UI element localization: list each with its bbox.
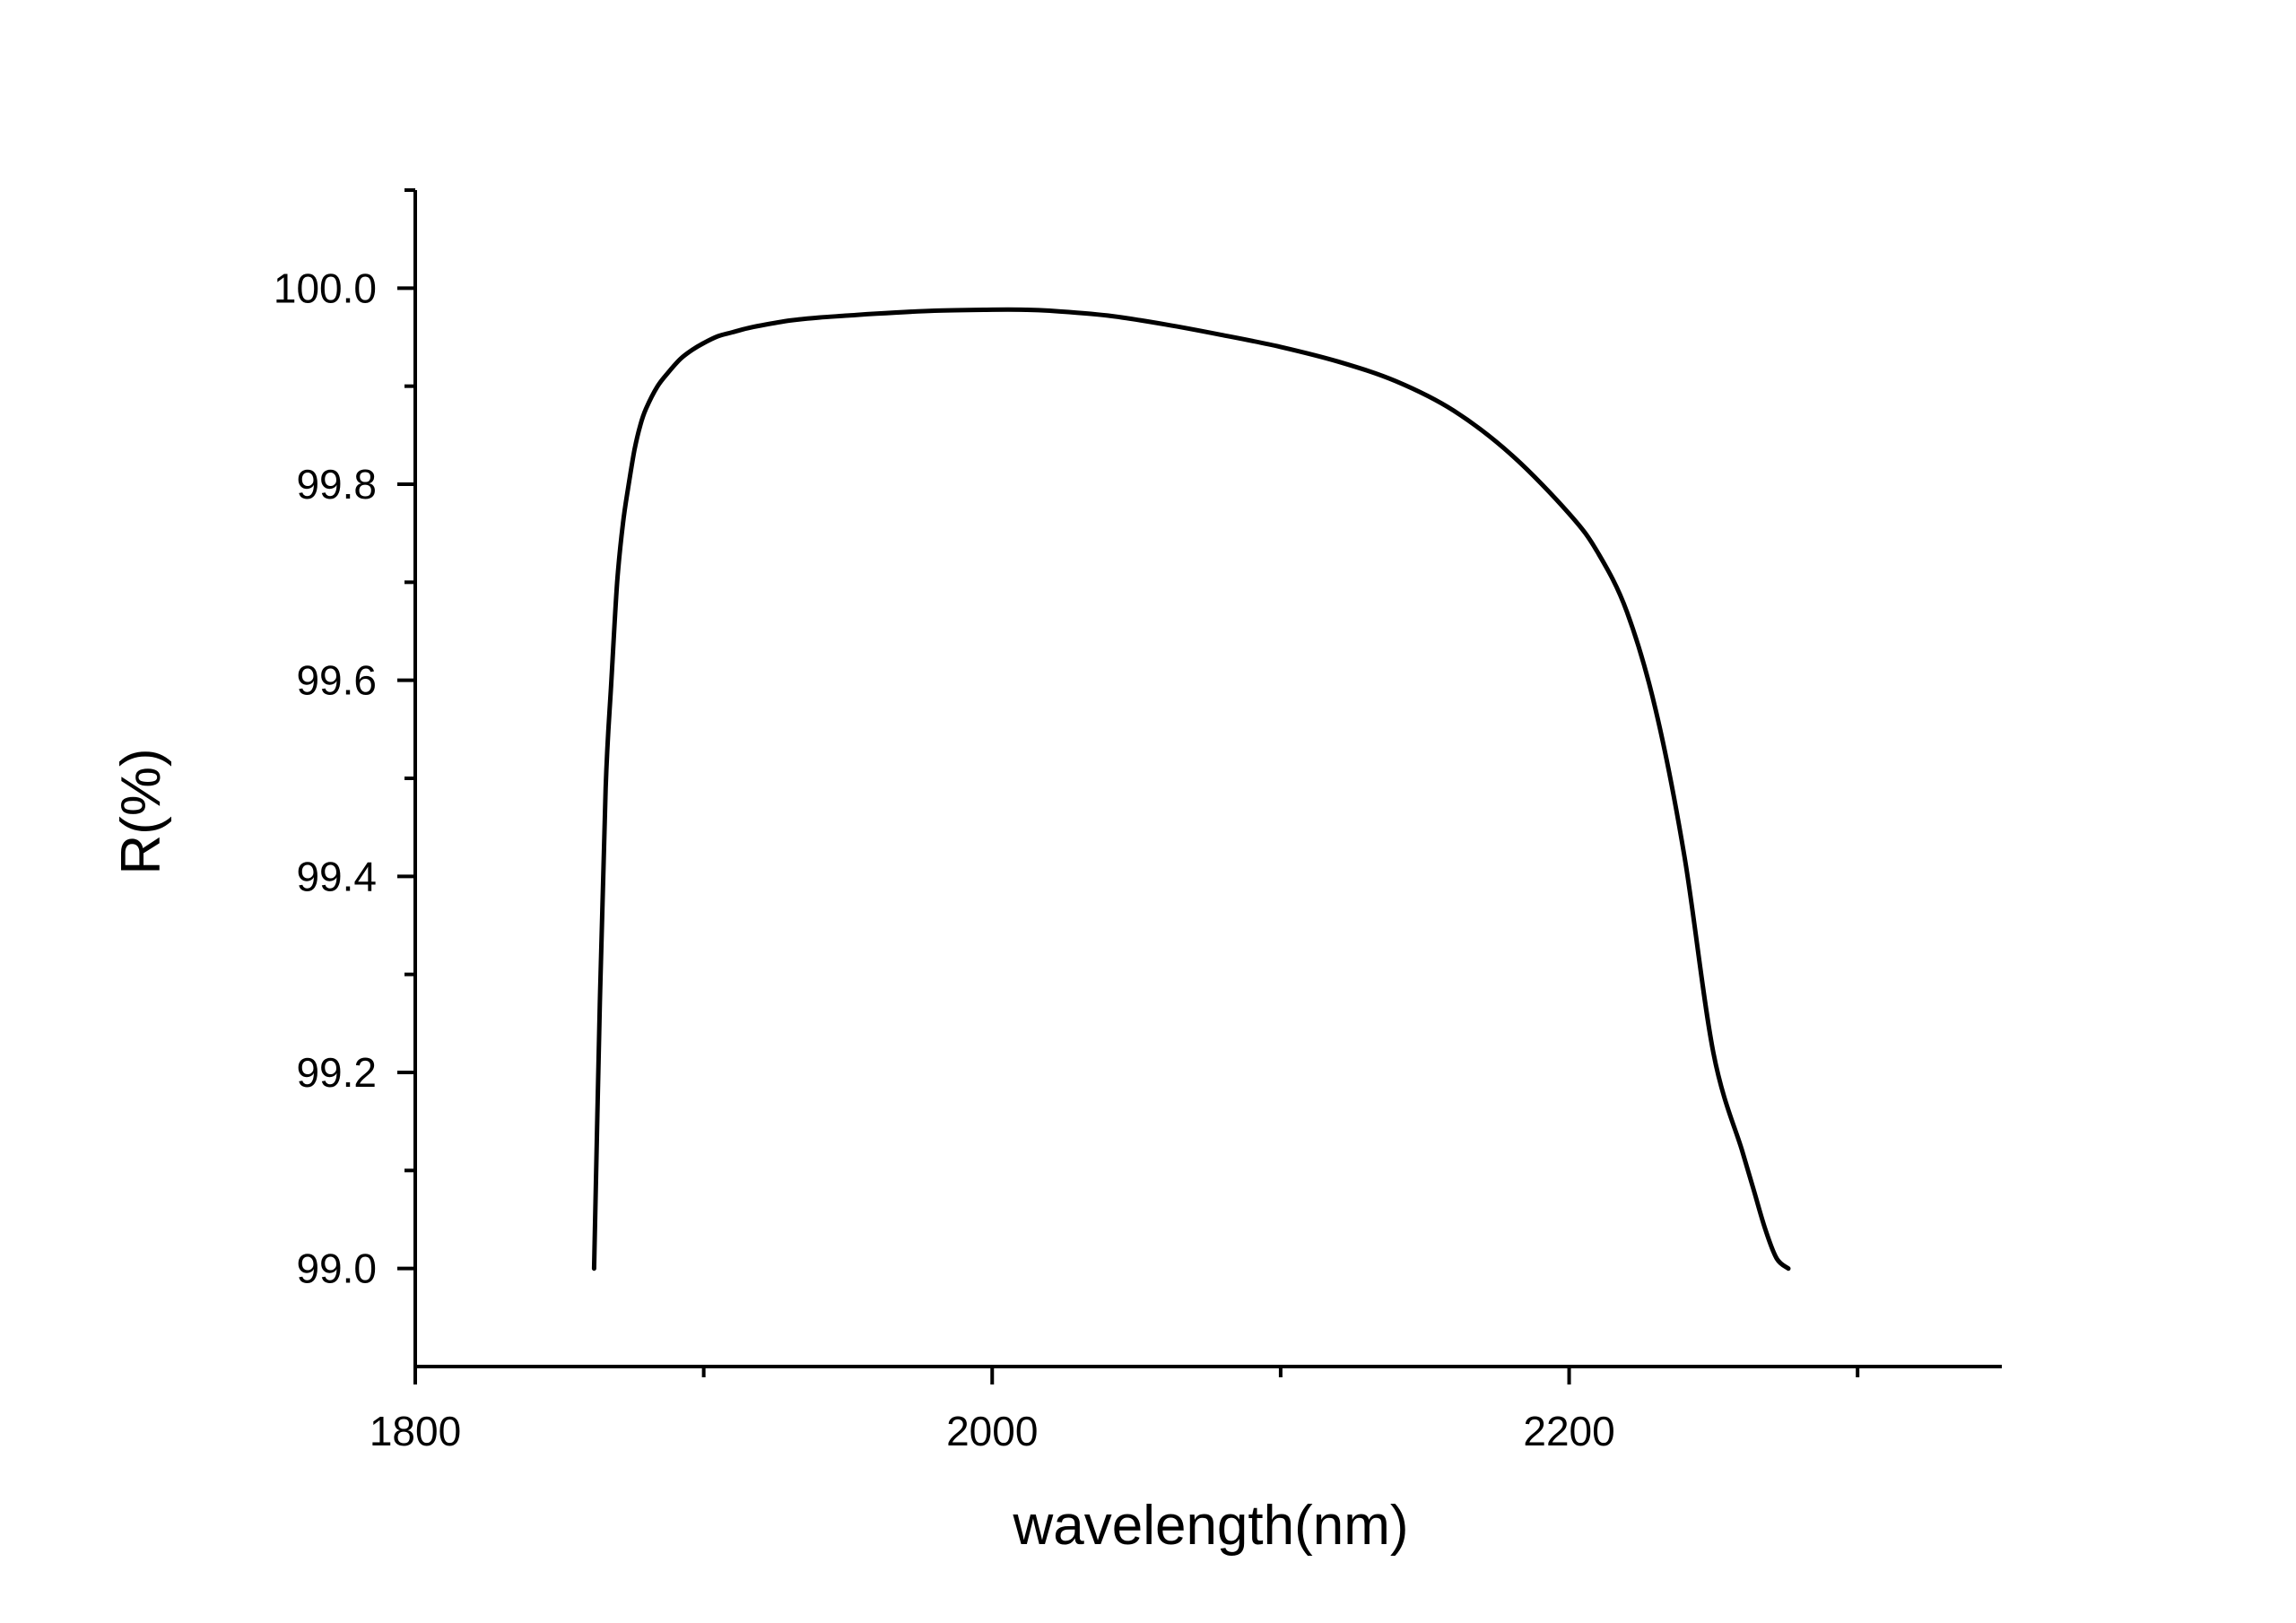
axes xyxy=(413,190,2002,1368)
y-tick-label: 99.0 xyxy=(296,1245,377,1292)
x-axis-title: wavelength(nm) xyxy=(1012,1495,1408,1557)
y-ticks xyxy=(397,188,415,1271)
y-tick-label: 99.8 xyxy=(296,461,377,508)
y-tick-label: 99.6 xyxy=(296,657,377,704)
x-tick-labels: 1800 2000 2200 xyxy=(370,1408,1615,1454)
y-tick-label: 99.2 xyxy=(296,1049,377,1096)
x-tick-label: 2200 xyxy=(1523,1408,1614,1454)
x-ticks xyxy=(413,1367,1860,1384)
y-tick-label: 99.4 xyxy=(296,853,377,899)
x-tick-label: 2000 xyxy=(946,1408,1038,1454)
y-tick-labels: 99.0 99.2 99.4 99.6 99.8 100.0 xyxy=(274,265,377,1291)
series-line xyxy=(591,307,1791,1271)
x-tick-label: 1800 xyxy=(370,1408,461,1454)
y-axis-title: R(%) xyxy=(110,748,172,874)
y-tick-label: 100.0 xyxy=(274,265,377,311)
